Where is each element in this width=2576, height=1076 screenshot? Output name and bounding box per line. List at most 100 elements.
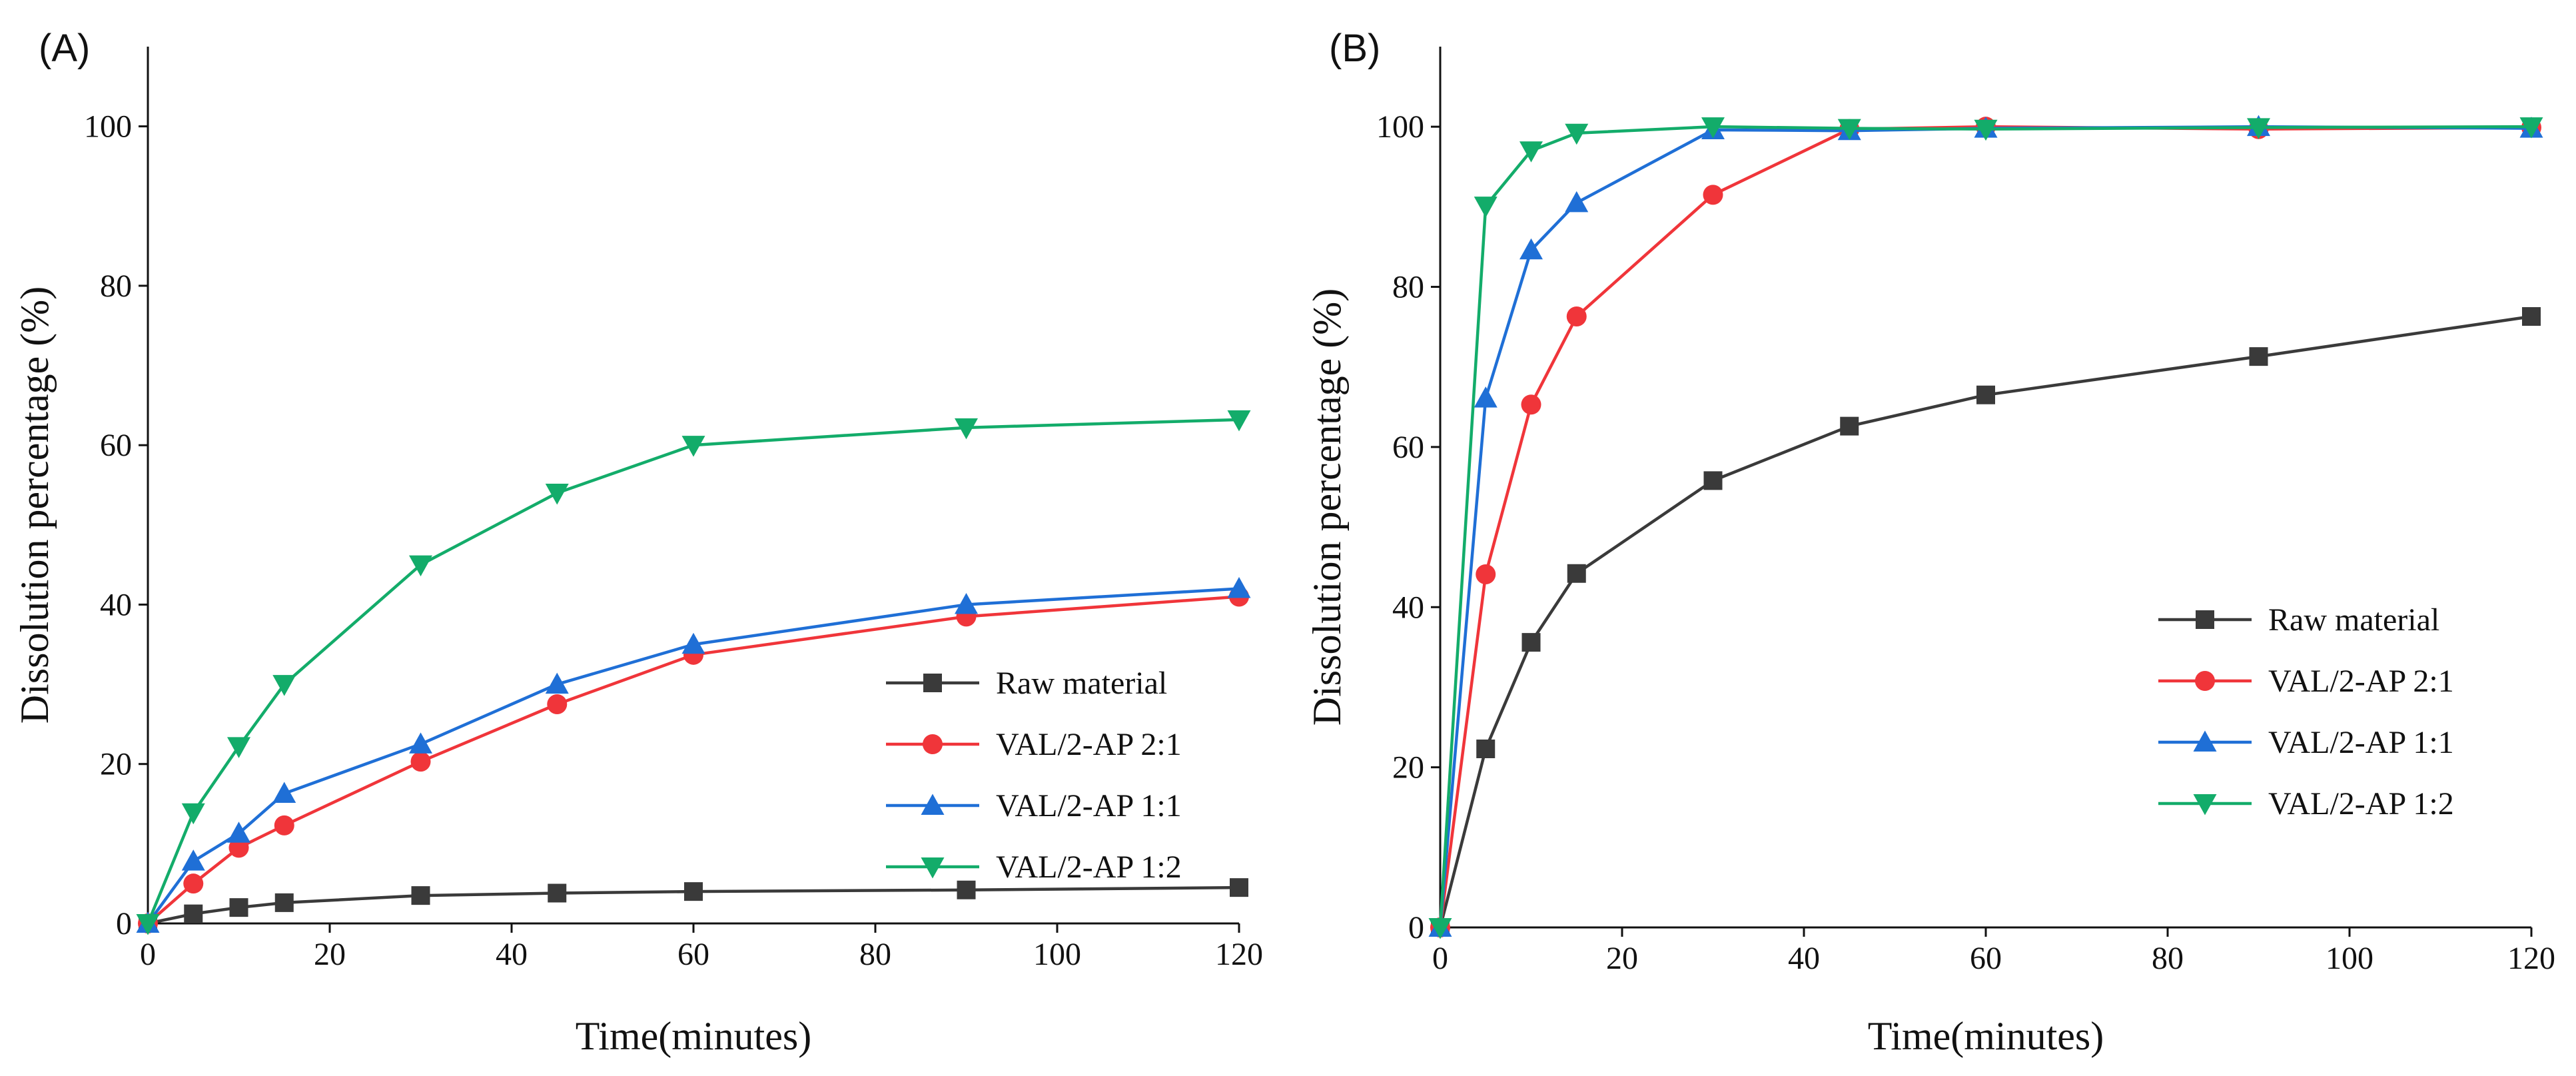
data-point [1428,918,1452,939]
data-point [272,675,296,696]
data-point [1703,471,1723,490]
series-0 [1431,307,2541,937]
y-tick-label: 80 [100,269,132,304]
data-point [2519,117,2543,139]
data-point [1519,238,1543,260]
chart-panel-a: (A) 0 20 40 60 80 100 120 0 20 40 60 80 100 Time(minut… [13,27,1263,1058]
chart-panel-b: (B) 0 20 40 60 80 100 120 0 20 40 60 80 100 Time(minut… [1305,27,2555,1058]
legend-entry-label: VAL/2-AP 1:2 [996,849,1182,885]
data-point [1840,416,1859,436]
data-point [1476,739,1496,758]
x-tick-label: 120 [1215,937,1263,972]
data-point [1521,633,1541,652]
series-3 [136,410,1251,935]
legend-entry-label: Raw material [2268,602,2439,638]
data-point [547,694,568,714]
legend-marker [2196,610,2214,629]
series-3 [1428,117,2543,939]
data-point [1474,386,1498,408]
data-point [1565,123,1589,145]
x-tick-label: 80 [2152,941,2184,976]
x-axis-title: Time(minutes) [576,1014,811,1058]
x-tick-label: 60 [1970,941,2002,976]
series-2 [136,577,1251,933]
y-tick-label: 60 [100,428,132,463]
data-point [1227,577,1251,598]
legend-marker [2193,730,2217,752]
data-point [955,592,978,614]
x-tick-label: 0 [140,937,156,972]
x-tick-label: 100 [2326,941,2373,976]
legend-marker [2193,794,2217,815]
data-point [136,914,160,935]
data-point [957,880,976,899]
legend-marker [923,734,943,754]
y-tick-label: 80 [1392,270,1424,305]
data-point [1703,185,1723,205]
data-point [1476,564,1496,584]
data-point [548,883,567,903]
data-point [1976,385,1995,404]
legend-marker [921,794,945,815]
data-point [411,886,430,905]
data-point [684,882,703,901]
x-tick-label: 0 [1432,941,1448,976]
data-point [227,821,250,843]
data-point [1230,878,1248,897]
data-point [1474,197,1498,218]
legend-entry-label: Raw material [996,666,1167,701]
x-tick-label: 40 [1788,941,1820,976]
x-tick-label: 80 [859,937,891,972]
x-tick-label: 100 [1033,937,1081,972]
legend-entry-label: VAL/2-AP 1:1 [2268,725,2454,760]
data-point [1837,119,1861,141]
legend-marker [2195,671,2215,691]
data-point [409,555,432,577]
data-point [228,837,249,858]
data-point [1521,394,1541,415]
panel-label: (A) [39,27,90,70]
data-point [274,893,294,912]
data-point [545,672,569,694]
data-point [1567,564,1586,583]
data-point [955,418,978,440]
y-tick-label: 0 [116,906,132,941]
legend: Raw material VAL/2-AP 2:1 VAL/2-AP 1:1 VAL/… [886,666,1182,885]
legend-entry-label: VAL/2-AP 2:1 [2268,664,2454,699]
y-tick-label: 60 [1392,430,1424,465]
x-tick-label: 120 [2507,941,2555,976]
x-axis-title: Time(minutes) [1868,1014,2104,1058]
data-point [229,898,248,917]
data-point [545,483,569,505]
y-tick-label: 100 [1376,109,1424,145]
data-point [2249,347,2268,366]
data-point [410,752,431,772]
data-point [274,815,294,835]
x-tick-label: 20 [1606,941,1638,976]
panel-label: (B) [1329,27,1380,70]
data-point [2522,307,2541,326]
y-tick-label: 0 [1408,910,1424,945]
data-point [681,436,705,457]
y-tick-label: 40 [1392,590,1424,625]
data-point [1519,141,1543,163]
data-point [409,732,432,754]
data-point [1566,306,1587,327]
legend-entry-label: VAL/2-AP 1:2 [2268,786,2454,821]
x-tick-label: 60 [677,937,709,972]
data-point [1565,191,1589,213]
data-point [181,849,205,871]
y-tick-label: 100 [84,109,132,145]
data-point [227,737,250,758]
x-tick-label: 20 [314,937,346,972]
legend-entry-label: VAL/2-AP 1:1 [996,788,1182,823]
data-point [1227,410,1251,432]
data-point [1701,117,1725,139]
y-tick-label: 20 [100,747,132,782]
data-point [272,782,296,803]
x-tick-label: 40 [496,937,528,972]
legend: Raw material VAL/2-AP 2:1 VAL/2-AP 1:1 VAL/… [2158,602,2454,821]
data-point [184,904,203,923]
legend-entry-label: VAL/2-AP 2:1 [996,727,1182,762]
